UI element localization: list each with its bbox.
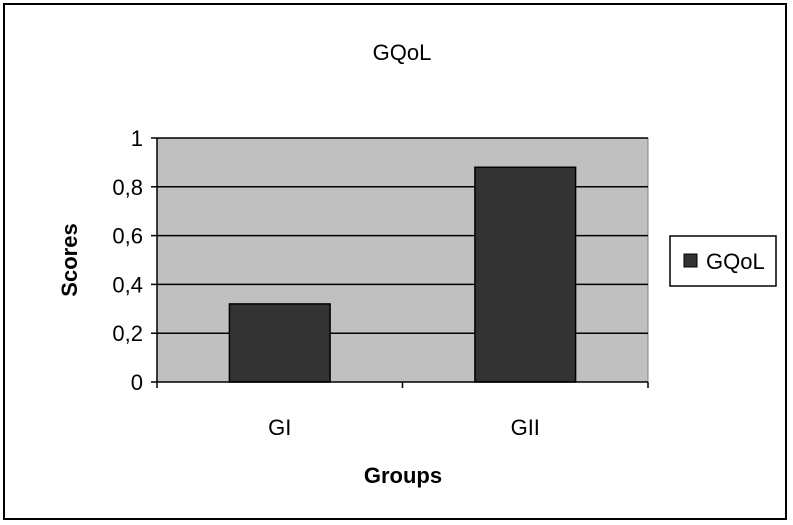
x-ticks: GI GII [156, 382, 649, 440]
bar-chart: GQoL 00,20,40,60,81 GI GII Scores Groups … [57, 40, 777, 488]
chart-title: GQoL [373, 40, 432, 65]
y-tick-label: 0,4 [112, 272, 143, 297]
x-tick-label: GII [511, 415, 540, 440]
bar-gii [474, 166, 577, 383]
x-axis-title: Groups [364, 463, 442, 488]
y-tick-label: 0,8 [112, 175, 143, 200]
bars [228, 166, 577, 383]
legend-swatch [683, 253, 698, 268]
y-axis-title: Scores [57, 223, 82, 296]
y-tick-label: 0,2 [112, 321, 143, 346]
chart-frame: GQoL 0 0,2 0,4 0,6 0,8 1 GI GII Scores Groups … [3, 3, 787, 520]
y-tick-label: 1 [131, 126, 143, 151]
bar-gi [228, 303, 331, 383]
x-tick-label: GI [268, 415, 291, 440]
y-tick-label: 0,6 [112, 224, 143, 249]
legend-label: GQoL [706, 249, 765, 274]
y-ticks: 0 0,2 0,4 0,6 0,8 1 [112, 126, 157, 395]
legend: GQoL [669, 235, 777, 287]
y-tick-label: 0 [131, 370, 143, 395]
